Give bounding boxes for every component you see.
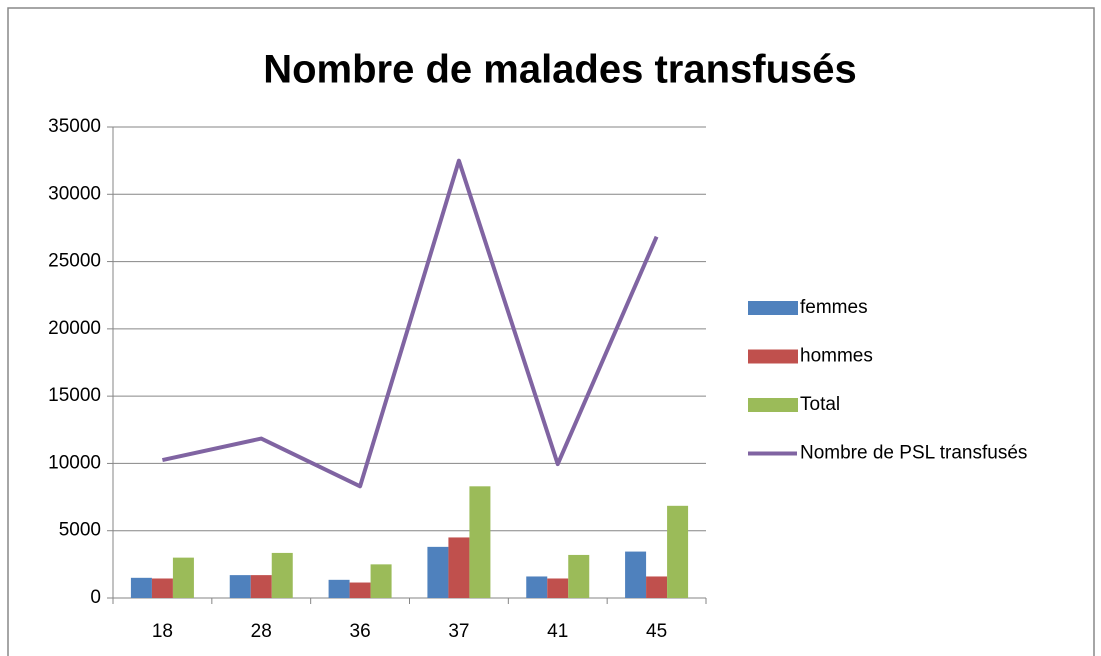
bar [151,578,173,598]
bar [172,557,194,598]
legend-label: femmes [800,297,868,318]
bar [469,486,491,598]
y-tick-label: 25000 [48,251,101,272]
bar [229,575,251,598]
bar [250,575,272,598]
legend-swatch [748,398,798,412]
x-tick-label: 41 [547,621,568,642]
x-tick-label: 36 [350,621,371,642]
y-tick-label: 30000 [48,183,101,204]
bar [130,577,152,598]
y-tick-label: 35000 [48,116,101,137]
chart-title: Nombre de malades transfusés [263,48,857,92]
legend-swatch [748,349,798,364]
x-tick-label: 28 [251,621,272,642]
bar [349,582,371,598]
y-tick-label: 10000 [48,452,101,473]
y-tick-label: 5000 [59,520,101,541]
legend-swatch [748,301,798,315]
y-tick-label: 20000 [48,318,101,339]
y-tick-label: 0 [90,587,101,608]
x-tick-label: 37 [448,621,469,642]
y-tick-label: 15000 [48,385,101,406]
bar [547,578,569,598]
legend-label: hommes [800,346,873,367]
bar [448,537,470,598]
x-tick-label: 45 [646,621,667,642]
bar [427,546,449,598]
legend-label: Total [800,394,840,415]
bar [328,579,350,598]
x-tick-label: 18 [152,621,173,642]
bar [271,552,293,598]
chart-frame [7,7,1095,656]
bar [568,554,590,598]
bar [625,551,647,598]
bar [526,576,548,598]
bar [370,564,392,598]
bar [667,505,689,598]
legend-label: Nombre de PSL transfusés [800,443,1027,464]
bar [646,576,668,598]
line [161,158,659,489]
